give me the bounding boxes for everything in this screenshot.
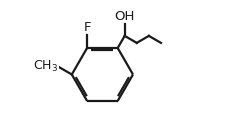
Text: F: F [83,21,91,34]
Text: CH$_3$: CH$_3$ [33,59,58,74]
Text: OH: OH [114,10,135,23]
